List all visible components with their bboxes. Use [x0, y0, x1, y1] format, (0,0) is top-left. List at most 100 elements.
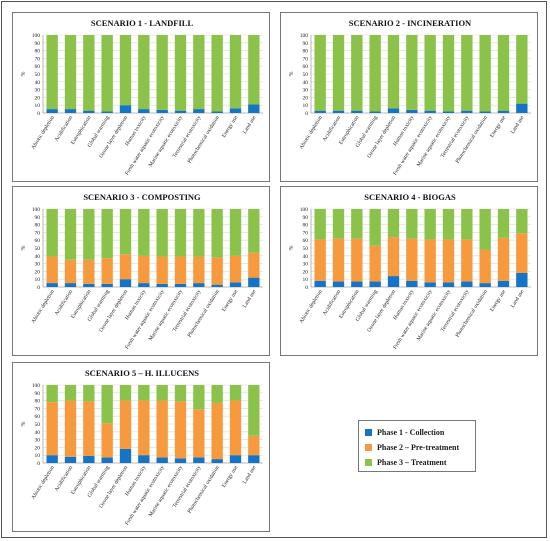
bar-treatment-terrestrial-ecotoxicity — [461, 35, 473, 111]
bar-treatment-photochemical-oxidation — [479, 209, 491, 250]
chart-svg-scenario-2: SCENARIO 2 - INCINERATION010203040506070… — [289, 18, 531, 176]
bar-collection-acidification — [64, 283, 77, 287]
bar-treatment-fresh-water-aquatic-ecotoxicity — [424, 35, 436, 111]
bar-pretreatment-abiotic-depletion — [314, 239, 326, 281]
bar-treatment-terrestrial-ecotoxicity — [193, 35, 205, 110]
bar-treatment-global-warming — [101, 209, 113, 259]
bar-pretreatment-ozone-layer-depletion — [119, 400, 132, 449]
x-tick-label: Marine aquatic ecotoxicity — [148, 465, 184, 518]
bar-collection-human-toxicity — [138, 283, 150, 287]
y-tick-label: 40 — [35, 80, 41, 86]
bar-collection-human-toxicity — [406, 109, 418, 113]
legend-item-treatment: Phase 3 – Treatment — [365, 456, 447, 468]
x-tick-label: Energy use — [221, 464, 239, 488]
x-tick-label: Marine aquatic ecotoxicity — [148, 115, 184, 168]
y-tick-label: 40 — [303, 80, 309, 86]
bar-pretreatment-marine-aquatic-ecotoxicity — [174, 401, 187, 459]
x-tick-label: Marine aquatic ecotoxicity — [416, 115, 452, 168]
x-tick-label: Acidification — [53, 288, 74, 317]
y-tick-label: 70 — [303, 230, 309, 236]
bar-collection-eutrophication — [351, 281, 363, 287]
bar-pretreatment-fresh-water-aquatic-ecotoxicity — [156, 400, 168, 458]
bar-collection-abiotic-depletion — [46, 455, 58, 463]
bar-collection-energy-use — [229, 108, 242, 113]
bar-treatment-marine-aquatic-ecotoxicity — [442, 35, 455, 112]
chart-scenario-3: SCENARIO 3 - COMPOSTING 0 10 20 30 40 50 60 70 80… — [12, 186, 270, 356]
bar-treatment-acidification — [64, 209, 77, 260]
y-tick-label: 60 — [303, 238, 309, 244]
bar-pretreatment-land-use — [248, 252, 260, 278]
bar-collection-fresh-water-aquatic-ecotoxicity — [156, 457, 168, 463]
bar-treatment-abiotic-depletion — [46, 385, 58, 403]
bar-pretreatment-ozone-layer-depletion — [387, 237, 400, 277]
bar-pretreatment-energy-use — [497, 237, 510, 281]
y-axis-label: % — [289, 72, 295, 77]
y-tick-label: 40 — [303, 254, 309, 260]
bar-pretreatment-abiotic-depletion — [46, 402, 58, 456]
y-tick-label: 0 — [305, 285, 308, 291]
bar-collection-land-use — [516, 272, 528, 287]
y-tick-label: 20 — [35, 445, 41, 451]
bar-collection-ozone-layer-depletion — [119, 105, 132, 113]
bar-pretreatment-acidification — [64, 400, 77, 457]
y-tick-label: 90 — [303, 215, 309, 221]
y-axis-label: % — [289, 246, 295, 251]
bar-pretreatment-eutrophication — [351, 238, 363, 282]
x-tick-label: Land use — [510, 114, 526, 135]
x-tick-label: Energy use — [489, 288, 507, 312]
bar-collection-global-warming — [369, 281, 381, 287]
y-tick-label: 80 — [303, 49, 309, 55]
bar-treatment-fresh-water-aquatic-ecotoxicity — [156, 385, 168, 401]
bar-treatment-photochemical-oxidation — [211, 385, 223, 403]
y-tick-label: 10 — [303, 103, 309, 109]
bar-collection-ozone-layer-depletion — [387, 108, 400, 113]
bar-treatment-ozone-layer-depletion — [387, 209, 400, 238]
x-tick-label: Acidification — [321, 288, 342, 317]
bar-treatment-energy-use — [229, 209, 242, 256]
chart-scenario-1: SCENARIO 1 - LANDFILL 0 10 20 30 40 50 60 70 80 90… — [12, 12, 270, 182]
x-tick-label: Abiotic depletion — [30, 115, 56, 151]
bar-collection-acidification — [332, 281, 345, 287]
y-tick-label: 0 — [37, 285, 40, 291]
bar-collection-fresh-water-aquatic-ecotoxicity — [424, 110, 436, 113]
bar-collection-photochemical-oxidation — [479, 283, 491, 287]
bar-collection-photochemical-oxidation — [211, 459, 223, 463]
y-tick-label: 50 — [35, 246, 41, 252]
bar-treatment-energy-use — [497, 35, 510, 111]
bar-pretreatment-eutrophication — [83, 401, 95, 456]
chart-title: SCENARIO 3 - COMPOSTING — [83, 192, 201, 202]
bar-treatment-abiotic-depletion — [46, 35, 58, 110]
bar-treatment-human-toxicity — [138, 35, 150, 110]
bar-treatment-photochemical-oxidation — [211, 209, 223, 258]
y-tick-label: 80 — [303, 223, 309, 229]
bar-collection-eutrophication — [83, 455, 95, 463]
x-tick-label: Abiotic depletion — [298, 289, 324, 325]
bar-treatment-ozone-layer-depletion — [119, 209, 132, 255]
bar-pretreatment-photochemical-oxidation — [479, 249, 491, 284]
bar-pretreatment-energy-use — [229, 255, 242, 283]
y-tick-label: 0 — [37, 461, 40, 467]
bar-collection-marine-aquatic-ecotoxicity — [174, 110, 187, 113]
bar-collection-terrestrial-ecotoxicity — [193, 283, 205, 287]
bar-treatment-land-use — [516, 209, 528, 234]
bar-collection-human-toxicity — [138, 455, 150, 463]
bar-collection-eutrophication — [83, 283, 95, 287]
bar-pretreatment-human-toxicity — [138, 255, 150, 284]
y-tick-label: 90 — [303, 41, 309, 47]
y-axis-label: % — [21, 72, 27, 77]
chart-title: SCENARIO 2 - INCINERATION — [349, 18, 472, 28]
bar-pretreatment-eutrophication — [83, 259, 95, 284]
bar-collection-energy-use — [229, 282, 242, 287]
legend-label-treatment: Phase 3 – Treatment — [377, 457, 447, 467]
bar-treatment-eutrophication — [351, 35, 363, 111]
bar-collection-human-toxicity — [138, 109, 150, 113]
bar-treatment-ozone-layer-depletion — [119, 35, 132, 106]
bar-treatment-global-warming — [101, 385, 113, 424]
bar-pretreatment-ozone-layer-depletion — [119, 254, 132, 280]
x-tick-label: Energy use — [221, 114, 239, 138]
y-tick-label: 20 — [35, 269, 41, 275]
bar-pretreatment-photochemical-oxidation — [211, 402, 223, 460]
bar-treatment-human-toxicity — [138, 209, 150, 256]
chart-legend: Phase 1 - Collection Phase 2 – Pre-treat… — [358, 420, 476, 472]
